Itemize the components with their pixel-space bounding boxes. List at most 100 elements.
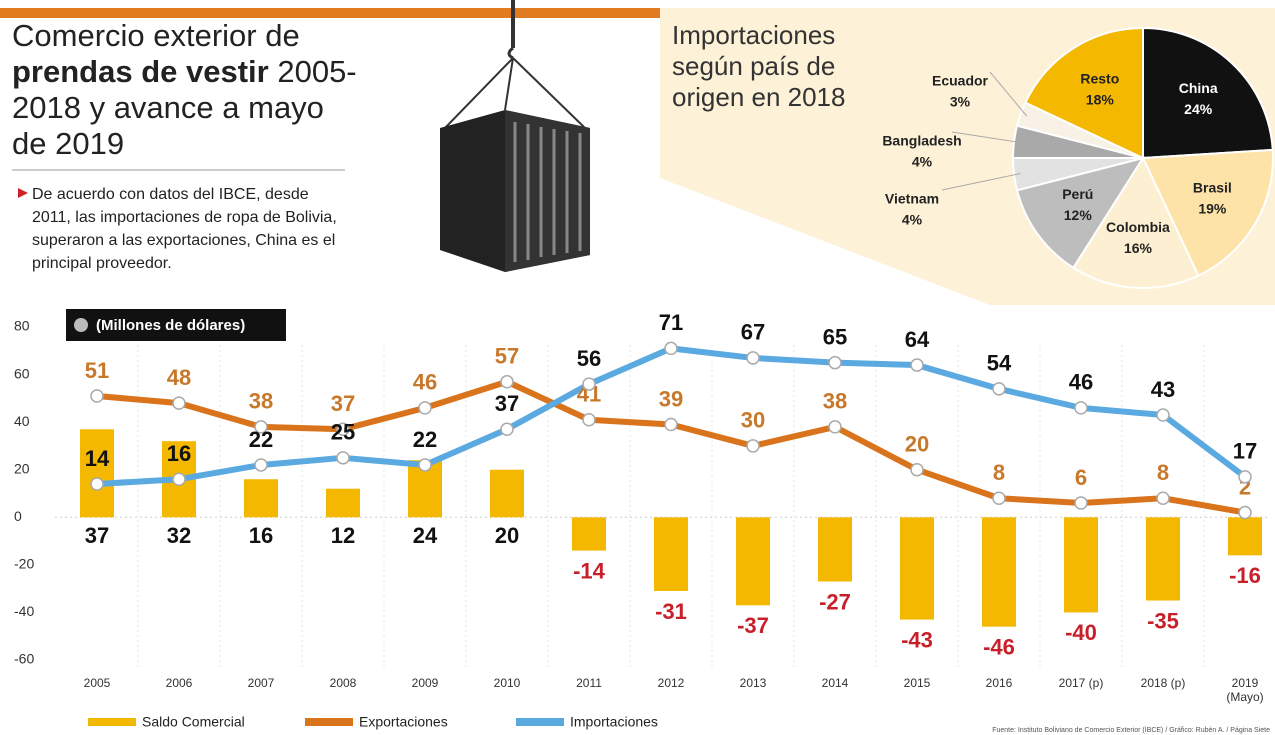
point-value-label: 46 — [1069, 370, 1093, 395]
point-value-label: 67 — [741, 320, 765, 345]
pie-slice — [1142, 26, 1274, 160]
point — [172, 396, 186, 410]
point — [664, 417, 678, 432]
leader-line — [941, 172, 1021, 191]
x-tick-label: 2013 — [739, 676, 767, 690]
point-value-label: 57 — [495, 344, 519, 369]
x-tick-label: 2012 — [657, 676, 685, 690]
legend-swatch — [305, 718, 353, 726]
bar — [490, 469, 524, 518]
bar — [80, 429, 114, 518]
x-tick-label: 2006 — [165, 676, 193, 690]
bar-value-label: -31 — [655, 599, 687, 624]
legend-label: Saldo Comercial — [142, 714, 245, 730]
bar — [1228, 517, 1262, 556]
y-tick-label: -60 — [14, 651, 34, 667]
x-tick-label: 2016 — [985, 676, 1013, 690]
top-band — [0, 8, 660, 18]
x-tick-label: 2014 — [821, 676, 849, 690]
bar-value-label: -27 — [819, 589, 851, 614]
bar-value-label: 37 — [85, 523, 109, 548]
unit-label: (Millones de dólares) — [96, 317, 245, 334]
bar-value-label: 12 — [331, 523, 355, 548]
x-tick-label: 2007 — [247, 676, 275, 690]
point-value-label: 30 — [741, 408, 765, 433]
source: Fuente: Instituto Boliviano de Comercio … — [992, 727, 1270, 734]
point — [582, 377, 596, 391]
y-tick-label: 20 — [14, 460, 30, 476]
pie-value-label: 19% — [1198, 201, 1227, 217]
pie-label: Perú — [1062, 186, 1093, 202]
point — [336, 451, 350, 465]
y-tick-label: 80 — [14, 318, 30, 334]
pie-slice — [1071, 155, 1200, 289]
bar-value-label: 24 — [413, 523, 438, 548]
x-tick-label: 2010 — [493, 676, 521, 690]
point — [254, 420, 268, 434]
point-value-label: 20 — [905, 432, 929, 457]
point-value-label: 16 — [167, 441, 191, 466]
unit-dot — [74, 318, 88, 332]
bar-value-label: -35 — [1147, 608, 1179, 633]
point-value-label: 48 — [167, 365, 191, 390]
bar — [326, 488, 360, 518]
y-tick-label: -40 — [14, 603, 34, 619]
leader-line — [951, 131, 1021, 144]
point — [992, 382, 1006, 396]
point — [910, 462, 924, 477]
x-tick-label: 2019 (Mayo) — [1226, 676, 1264, 704]
y-tick-label: 40 — [14, 413, 30, 429]
pie-label: Ecuador — [932, 73, 989, 89]
bar — [572, 517, 606, 551]
point — [1074, 496, 1088, 510]
pie-value-label: 3% — [950, 94, 971, 110]
bar — [654, 517, 688, 592]
bar-value-label: -46 — [983, 635, 1015, 660]
y-tick-label: 0 — [14, 508, 22, 524]
point-value-label: 14 — [85, 446, 110, 471]
point-value-label: 22 — [249, 427, 273, 452]
point — [336, 422, 350, 437]
title-bold: prendas de vestir — [12, 54, 269, 89]
point — [254, 458, 268, 472]
title: Comercio exterior de prendas de vestir 2… — [12, 18, 357, 162]
pie-label: Brasil — [1193, 180, 1232, 196]
point-value-label: 38 — [823, 389, 847, 414]
x-tick-label: 2005 — [83, 676, 111, 690]
pie-label: Vietnam — [885, 191, 939, 207]
bar — [818, 517, 852, 582]
bar-value-label: 16 — [249, 523, 273, 548]
pie-value-label: 18% — [1086, 92, 1115, 108]
container-illustration — [440, 0, 590, 272]
bar-value-label: -14 — [573, 558, 606, 583]
point — [172, 472, 186, 486]
point-value-label: 54 — [987, 351, 1012, 376]
point-value-label: 22 — [413, 427, 437, 452]
bar-value-label: 20 — [495, 523, 519, 548]
x-tick-label: 2011 — [576, 676, 602, 690]
pie-value-label: 16% — [1124, 240, 1153, 256]
x-tick-label: 2015 — [903, 676, 931, 690]
point — [418, 401, 432, 415]
point — [746, 351, 760, 365]
point — [828, 355, 842, 370]
point — [746, 439, 760, 453]
point-value-label: 51 — [85, 358, 109, 383]
point-value-label: 8 — [993, 460, 1005, 485]
pie-slice — [1015, 156, 1146, 270]
point — [90, 477, 104, 491]
y-tick-label: 60 — [14, 365, 30, 381]
bar-value-label: -43 — [901, 627, 933, 652]
bar-value-label: 32 — [167, 523, 191, 548]
legend-swatch — [88, 718, 136, 726]
bar — [1146, 517, 1180, 601]
x-tick-label: 2008 — [329, 676, 357, 690]
note: De acuerdo con datos del IBCE, desde 201… — [32, 186, 337, 272]
point — [1156, 491, 1170, 506]
pie-value-label: 4% — [912, 154, 933, 170]
bar-value-label: -37 — [737, 613, 769, 638]
point — [664, 341, 678, 356]
point-value-label: 25 — [331, 420, 355, 445]
point — [1238, 470, 1252, 484]
